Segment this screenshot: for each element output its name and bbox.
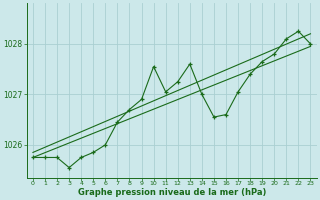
X-axis label: Graphe pression niveau de la mer (hPa): Graphe pression niveau de la mer (hPa)	[77, 188, 266, 197]
